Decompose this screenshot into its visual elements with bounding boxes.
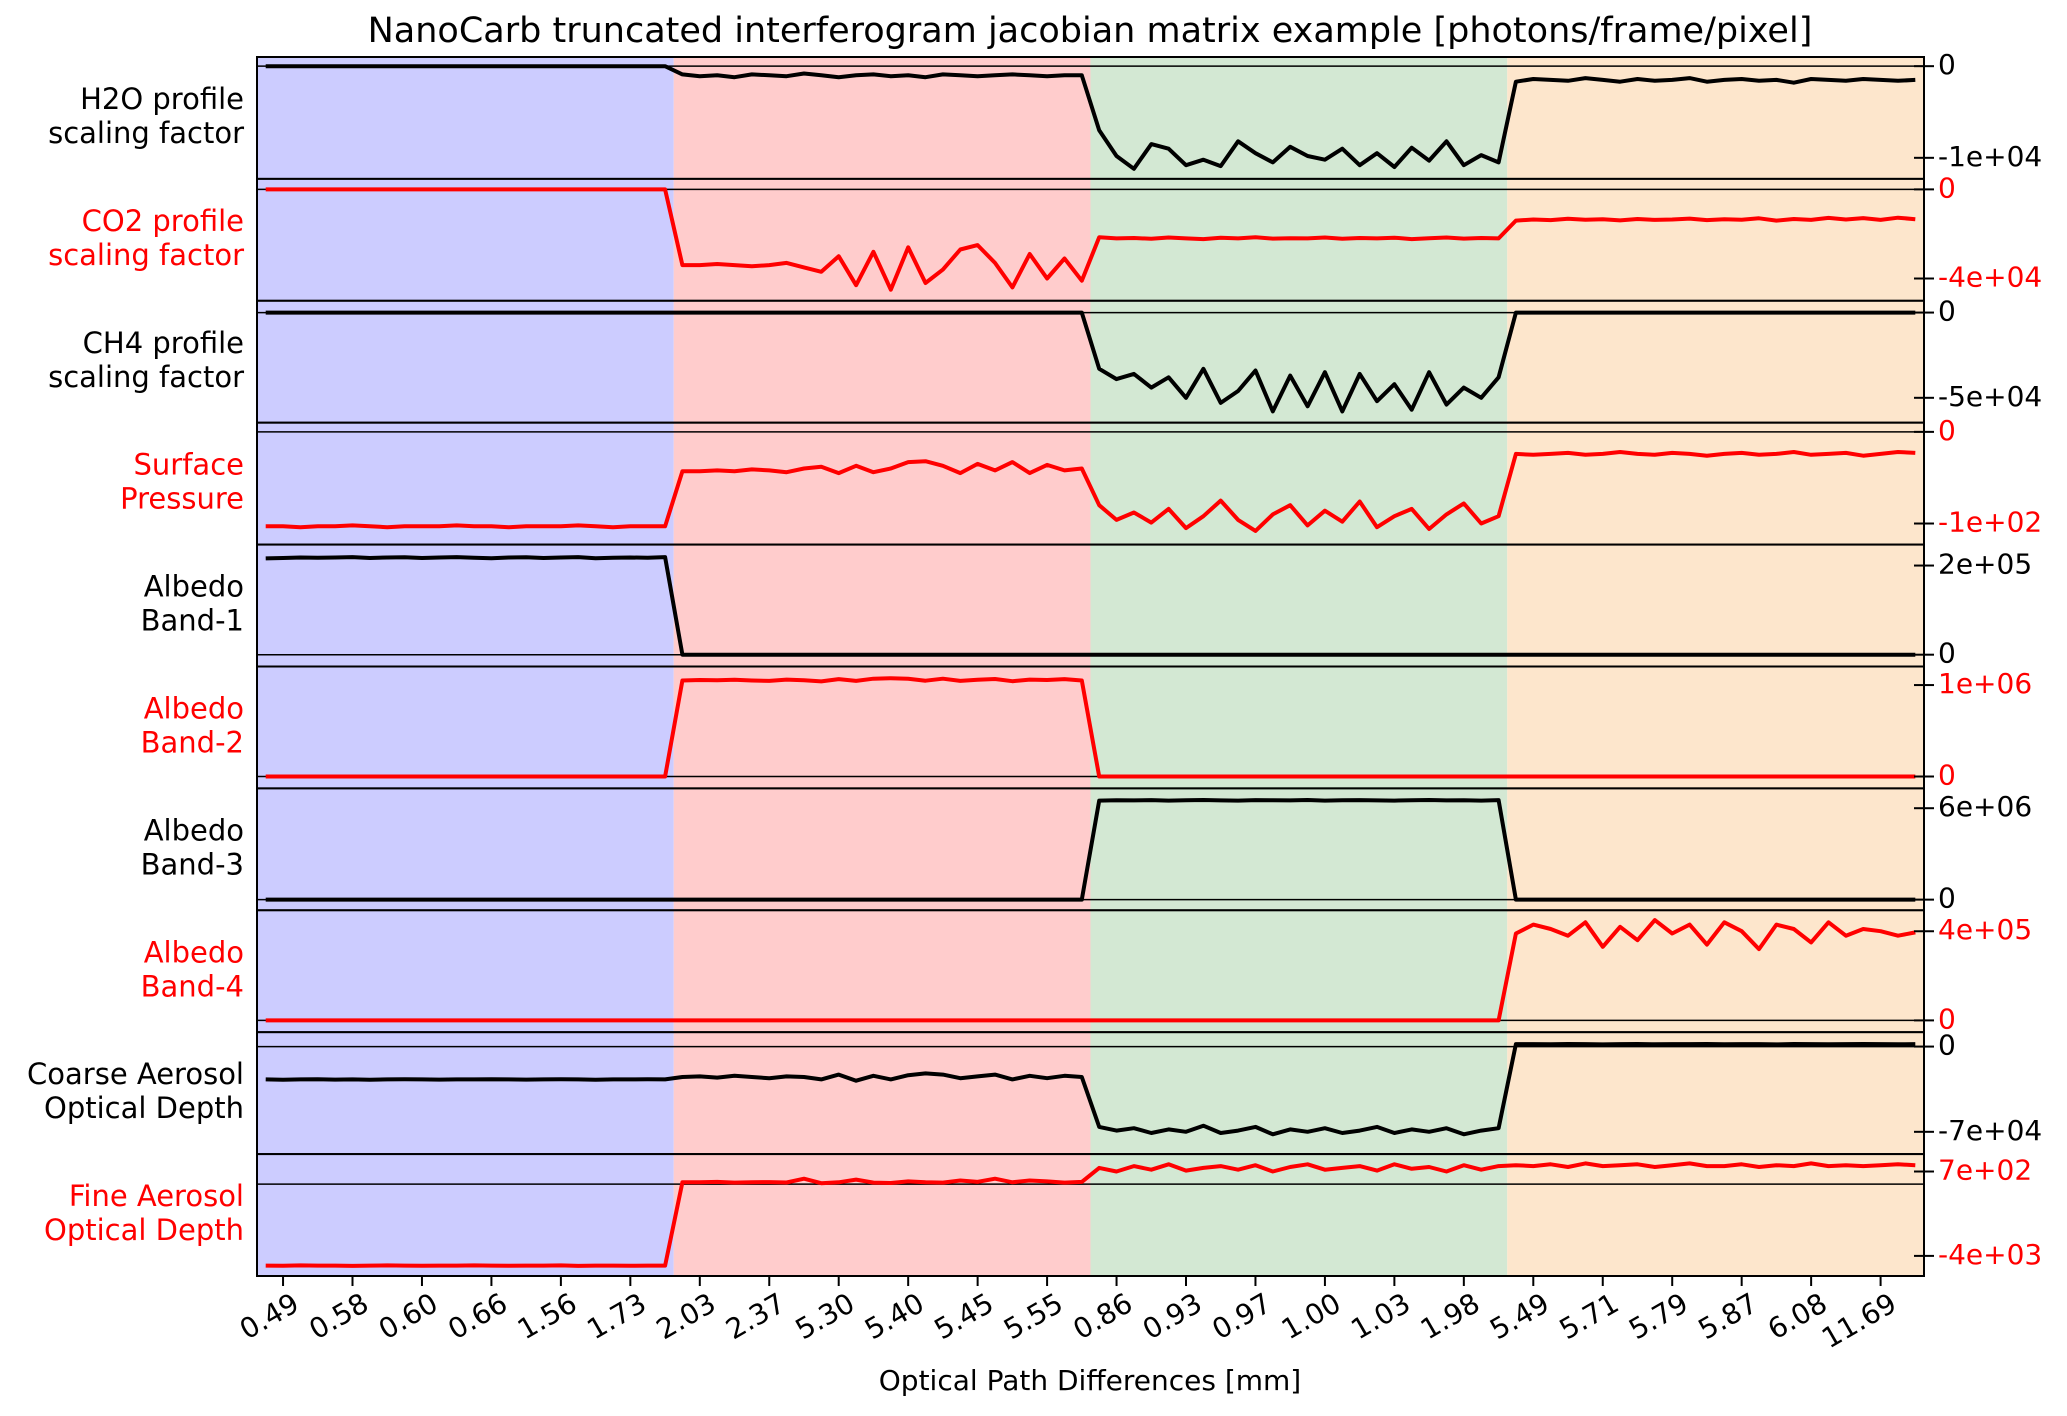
panel-label: Band-1 (141, 604, 244, 638)
panel-label: Albedo (144, 935, 244, 969)
panel-label: Band-4 (141, 969, 244, 1003)
region-band (673, 300, 1091, 423)
region-band (257, 1032, 674, 1155)
data-line (265, 310, 1916, 414)
panel-label: Band-3 (141, 847, 244, 881)
data-line (265, 1042, 1916, 1137)
panel-label: Pressure (120, 482, 244, 516)
y-tick-label: 0 (1938, 48, 1956, 81)
data-line (265, 555, 1916, 657)
region-band (1507, 1154, 1924, 1276)
data-line (265, 676, 1916, 779)
region-band (673, 422, 1091, 545)
y-tick-label: 0 (1938, 637, 1956, 670)
panel-label: Fine Aerosol (69, 1179, 244, 1213)
region-band (1090, 1032, 1508, 1155)
region-band (257, 544, 674, 667)
y-tick-label: -7e+04 (1938, 1114, 2042, 1147)
region-band (1090, 422, 1508, 545)
region-band (1507, 788, 1924, 911)
y-tick-label: 0 (1938, 759, 1956, 792)
panel-label: Albedo (144, 691, 244, 725)
y-tick-label: 0 (1938, 171, 1956, 204)
region-band (1507, 178, 1924, 301)
region-band (1090, 57, 1508, 179)
y-tick-label: -5e+04 (1938, 380, 2042, 413)
region-band (1090, 544, 1508, 667)
region-band (257, 57, 674, 179)
y-tick-label: 6e+06 (1938, 790, 2032, 823)
panel-label: Optical Depth (44, 1213, 244, 1247)
region-band (1090, 910, 1508, 1033)
panel-label: Band-2 (141, 725, 244, 759)
panel-label: H2O profile (80, 82, 244, 116)
y-tick-label: -1e+04 (1938, 140, 2042, 173)
y-tick-label: -4e+04 (1938, 261, 2042, 294)
region-band (257, 300, 674, 423)
region-band (257, 1154, 674, 1276)
panel-frame (256, 1153, 1925, 1277)
y-tick-label: 0 (1938, 414, 1956, 447)
y-tick-label: -4e+03 (1938, 1238, 2042, 1271)
data-line (265, 918, 1916, 1023)
panel-label: scaling factor (48, 238, 244, 272)
panel-label: CO2 profile (82, 204, 244, 238)
region-band (257, 788, 674, 911)
y-tick-label: 2e+05 (1938, 548, 2032, 581)
y-tick-label: 0 (1938, 1002, 1956, 1035)
panel-label: Surface (134, 448, 244, 482)
region-band (1090, 300, 1508, 423)
panel-label: Coarse Aerosol (27, 1057, 244, 1091)
region-band (1090, 666, 1508, 789)
data-line (265, 1161, 1916, 1268)
region-band (1507, 57, 1924, 179)
y-tick-label: 4e+05 (1938, 913, 2032, 946)
region-band (1507, 300, 1924, 423)
chart-title: NanoCarb truncated interferogram jacobia… (368, 11, 1813, 51)
region-band (1507, 1032, 1924, 1155)
region-band (257, 178, 674, 301)
y-tick-label: 7e+02 (1938, 1154, 2032, 1187)
region-band (673, 910, 1091, 1033)
region-band (1507, 544, 1924, 667)
panel-label: Albedo (144, 813, 244, 847)
region-band (673, 788, 1091, 911)
panel-label: scaling factor (48, 116, 244, 150)
y-tick-label: 0 (1938, 1029, 1956, 1062)
data-line (265, 450, 1916, 533)
x-axis-label: Optical Path Differences [mm] (879, 1364, 1301, 1397)
region-band (673, 1032, 1091, 1155)
y-tick-label: -1e+02 (1938, 506, 2042, 539)
region-band (673, 178, 1091, 301)
region-band (1090, 1154, 1508, 1276)
region-band (1090, 788, 1508, 911)
y-tick-label: 0 (1938, 882, 1956, 915)
region-band (673, 666, 1091, 789)
region-band (1507, 422, 1924, 545)
data-line (265, 187, 1916, 292)
panel-label: Optical Depth (44, 1091, 244, 1125)
region-band (257, 666, 674, 789)
panel-label: Albedo (144, 570, 244, 604)
panel-label: scaling factor (48, 360, 244, 394)
data-line (265, 798, 1916, 902)
data-line (265, 64, 1916, 171)
region-band (673, 1154, 1091, 1276)
region-band (257, 910, 674, 1033)
region-band (1507, 666, 1924, 789)
y-tick-label: 0 (1938, 295, 1956, 328)
panel-label: CH4 profile (83, 326, 244, 360)
region-band (673, 544, 1091, 667)
y-tick-label: 1e+06 (1938, 667, 2032, 700)
